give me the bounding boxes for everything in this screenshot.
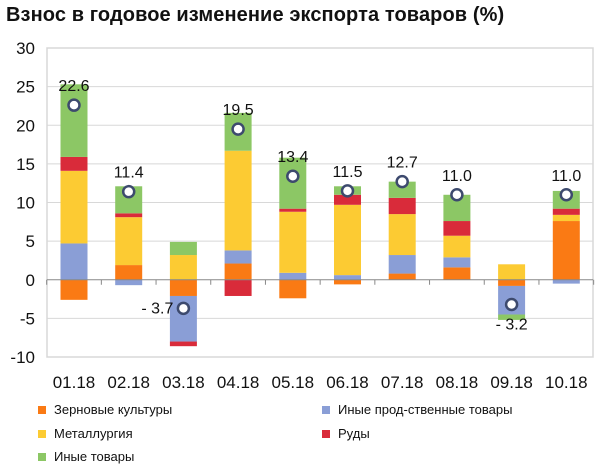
legend-label: Металлургия: [54, 426, 133, 441]
total-label: 11.0: [551, 168, 581, 185]
bar-segment: [443, 257, 471, 268]
bar-segment: [60, 170, 88, 244]
total-label: 13.4: [277, 149, 308, 166]
total-label: 11.4: [114, 165, 144, 182]
legend-label: Руды: [338, 426, 370, 441]
bar-segment: [115, 217, 143, 266]
x-tick-label: 07.18: [381, 373, 424, 392]
legend-swatch: [38, 452, 46, 461]
bar-segment: [498, 314, 526, 320]
legend-item-ores: Руды: [322, 426, 370, 441]
bar-segment: [279, 279, 307, 299]
legend-swatch: [322, 405, 330, 414]
bar-segment: [224, 263, 252, 280]
total-marker: [340, 184, 355, 198]
bar-segment: [443, 235, 471, 258]
legend-item-other-food: Иные прод-ственные товары: [322, 402, 512, 417]
bar-segment: [552, 221, 580, 280]
total-label: 11.5: [333, 164, 363, 181]
bar-segment: [552, 279, 580, 284]
y-tick-label: 0: [26, 271, 35, 290]
bar-segment: [169, 341, 197, 347]
bar-segment: [443, 221, 471, 236]
bar-segment: [279, 208, 307, 212]
bar-segment: [552, 214, 580, 222]
total-marker: [450, 188, 464, 202]
y-tick-label: 5: [26, 232, 35, 251]
legend-label: Иные товары: [54, 449, 135, 464]
y-tick-label: 30: [16, 39, 35, 58]
y-tick-label: 25: [16, 78, 35, 97]
chart-title: Взнос в годовое изменение экспорта товар…: [6, 4, 505, 26]
legend-item-grain: Зерновые культуры: [38, 402, 172, 417]
bar-segment: [169, 255, 197, 280]
x-tick-label: 10.18: [545, 373, 588, 392]
x-tick-label: 01.18: [53, 373, 96, 392]
y-tick-label: 10: [16, 194, 35, 213]
total-marker: [176, 301, 191, 316]
x-tick-label: 02.18: [107, 373, 150, 392]
total-label: 22.6: [58, 78, 89, 95]
total-marker: [286, 169, 300, 183]
x-tick-label: 04.18: [217, 373, 260, 392]
bar-segment: [334, 204, 361, 276]
legend-label: Иные прод-ственные товары: [338, 402, 513, 417]
legend-swatch: [38, 405, 46, 414]
total-label: - 3.7: [141, 300, 173, 317]
total-marker: [504, 297, 519, 312]
total-label: 11.0: [442, 168, 472, 185]
total-marker: [121, 184, 136, 199]
x-tick-label: 08.18: [436, 373, 479, 392]
x-tick-label: 03.18: [162, 373, 205, 392]
bar-segment: [115, 213, 143, 218]
bar-segment: [224, 279, 252, 296]
bar-segment: [279, 272, 307, 280]
total-marker: [395, 174, 409, 189]
bar-segment: [443, 267, 471, 280]
bar-segment: [60, 243, 88, 280]
bar-segment: [224, 250, 252, 264]
y-tick-label: -10: [10, 348, 35, 367]
x-tick-label: 09.18: [490, 373, 533, 392]
legend-label: Зерновые культуры: [54, 402, 173, 417]
bar-segment: [60, 156, 88, 171]
bar-segment: [388, 181, 416, 198]
bar-segment: [388, 255, 416, 274]
bar-segment: [115, 279, 143, 286]
bar-segment: [334, 275, 361, 280]
legend-swatch: [38, 429, 46, 438]
y-tick-label: 15: [16, 155, 35, 174]
bar-segment: [498, 264, 526, 280]
total-label: 12.7: [387, 155, 418, 172]
bar-segment: [388, 214, 416, 256]
bar-segment: [279, 211, 307, 273]
bar-segment: [169, 241, 197, 256]
total-label: - 3.2: [496, 316, 528, 333]
legend-item-metallurgy: Металлургия: [38, 426, 133, 441]
total-marker: [559, 188, 574, 202]
bar-segment: [388, 197, 416, 215]
x-tick-label: 06.18: [326, 373, 369, 392]
bar-segment: [224, 150, 252, 251]
bar-segment: [60, 279, 88, 300]
total-marker: [231, 122, 245, 136]
bar-segment: [334, 194, 361, 205]
legend-swatch: [322, 429, 330, 438]
bar-segment: [169, 279, 197, 296]
legend-item-other-goods: Иные товары: [38, 449, 134, 464]
bar-segment: [388, 273, 416, 280]
y-tick-label: 20: [16, 116, 35, 135]
bar-segment: [279, 157, 307, 209]
x-tick-label: 05.18: [272, 373, 315, 392]
bar-segment: [60, 84, 88, 157]
bar-segment: [498, 279, 526, 286]
bar-segment: [552, 208, 580, 215]
bar-segment: [115, 265, 143, 280]
bar-segment: [334, 279, 361, 285]
total-marker: [67, 98, 81, 112]
y-tick-label: -5: [20, 309, 35, 328]
total-label: 19.5: [223, 102, 254, 119]
